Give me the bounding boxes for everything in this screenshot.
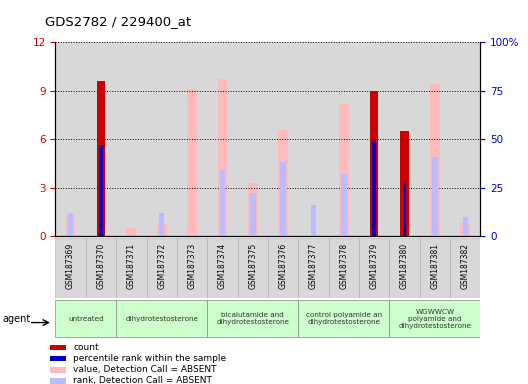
- Bar: [339, 104, 348, 236]
- Bar: [359, 42, 390, 236]
- Text: GSM187372: GSM187372: [157, 243, 166, 289]
- Text: value, Detection Call = ABSENT: value, Detection Call = ABSENT: [73, 365, 217, 374]
- Bar: [268, 238, 298, 298]
- Bar: [55, 238, 86, 298]
- Bar: [389, 42, 420, 236]
- Bar: [311, 205, 316, 236]
- Bar: [372, 141, 376, 236]
- Text: count: count: [73, 343, 99, 352]
- Bar: [403, 184, 407, 236]
- Bar: [238, 238, 268, 298]
- Bar: [298, 300, 389, 337]
- Text: untreated: untreated: [68, 316, 103, 322]
- Bar: [450, 42, 480, 236]
- Text: GSM187381: GSM187381: [430, 243, 439, 289]
- Bar: [177, 42, 207, 236]
- Bar: [400, 131, 409, 236]
- Bar: [50, 378, 67, 384]
- Bar: [248, 183, 258, 236]
- Text: GSM187379: GSM187379: [370, 243, 379, 289]
- Bar: [66, 215, 76, 236]
- Bar: [50, 367, 67, 372]
- Bar: [389, 238, 420, 298]
- Bar: [298, 238, 328, 298]
- Bar: [147, 238, 177, 298]
- Bar: [238, 42, 268, 236]
- Bar: [116, 300, 207, 337]
- Bar: [86, 238, 116, 298]
- Text: dihydrotestosterone: dihydrotestosterone: [125, 316, 198, 322]
- Bar: [187, 89, 197, 236]
- Bar: [359, 238, 390, 298]
- Bar: [450, 238, 480, 298]
- Bar: [341, 174, 346, 236]
- Bar: [86, 42, 116, 236]
- Text: percentile rank within the sample: percentile rank within the sample: [73, 354, 227, 363]
- Bar: [218, 79, 227, 236]
- Bar: [55, 42, 86, 236]
- Text: GSM187370: GSM187370: [97, 243, 106, 289]
- Text: GSM187377: GSM187377: [309, 243, 318, 289]
- Bar: [68, 213, 73, 236]
- Bar: [157, 223, 166, 236]
- Bar: [432, 157, 438, 236]
- Bar: [147, 42, 177, 236]
- Bar: [127, 228, 136, 236]
- Bar: [430, 84, 440, 236]
- Bar: [220, 170, 225, 236]
- Text: GSM187373: GSM187373: [187, 243, 196, 289]
- Bar: [99, 145, 103, 236]
- Text: GSM187382: GSM187382: [461, 243, 470, 289]
- Bar: [280, 162, 286, 236]
- Bar: [207, 42, 238, 236]
- Text: GSM187380: GSM187380: [400, 243, 409, 289]
- Text: GSM187375: GSM187375: [248, 243, 257, 289]
- Bar: [420, 42, 450, 236]
- Bar: [116, 42, 146, 236]
- Bar: [55, 300, 116, 337]
- Text: rank, Detection Call = ABSENT: rank, Detection Call = ABSENT: [73, 376, 212, 384]
- Text: WGWWCW
polyamide and
dihydrotestosterone: WGWWCW polyamide and dihydrotestosterone: [399, 309, 472, 329]
- Bar: [177, 238, 207, 298]
- Bar: [50, 345, 67, 351]
- Bar: [298, 42, 328, 236]
- Bar: [463, 217, 468, 236]
- Bar: [207, 238, 238, 298]
- Text: GSM187371: GSM187371: [127, 243, 136, 289]
- Bar: [97, 81, 105, 236]
- Text: bicalutamide and
dihydrotestosterone: bicalutamide and dihydrotestosterone: [216, 312, 289, 325]
- Bar: [50, 356, 67, 361]
- Bar: [460, 223, 470, 236]
- Text: GDS2782 / 229400_at: GDS2782 / 229400_at: [45, 15, 191, 28]
- Text: GSM187374: GSM187374: [218, 243, 227, 289]
- Bar: [250, 194, 256, 236]
- Bar: [370, 91, 379, 236]
- Text: control polyamide an
dihydrotestosterone: control polyamide an dihydrotestosterone: [306, 312, 382, 325]
- Bar: [328, 42, 359, 236]
- Bar: [278, 129, 288, 236]
- Bar: [159, 213, 164, 236]
- Text: GSM187378: GSM187378: [340, 243, 348, 289]
- Bar: [328, 238, 359, 298]
- Bar: [420, 238, 450, 298]
- Bar: [268, 42, 298, 236]
- Text: agent: agent: [3, 314, 31, 324]
- Bar: [389, 300, 480, 337]
- Bar: [207, 300, 298, 337]
- Bar: [116, 238, 146, 298]
- Text: GSM187369: GSM187369: [66, 243, 75, 289]
- Text: GSM187376: GSM187376: [279, 243, 288, 289]
